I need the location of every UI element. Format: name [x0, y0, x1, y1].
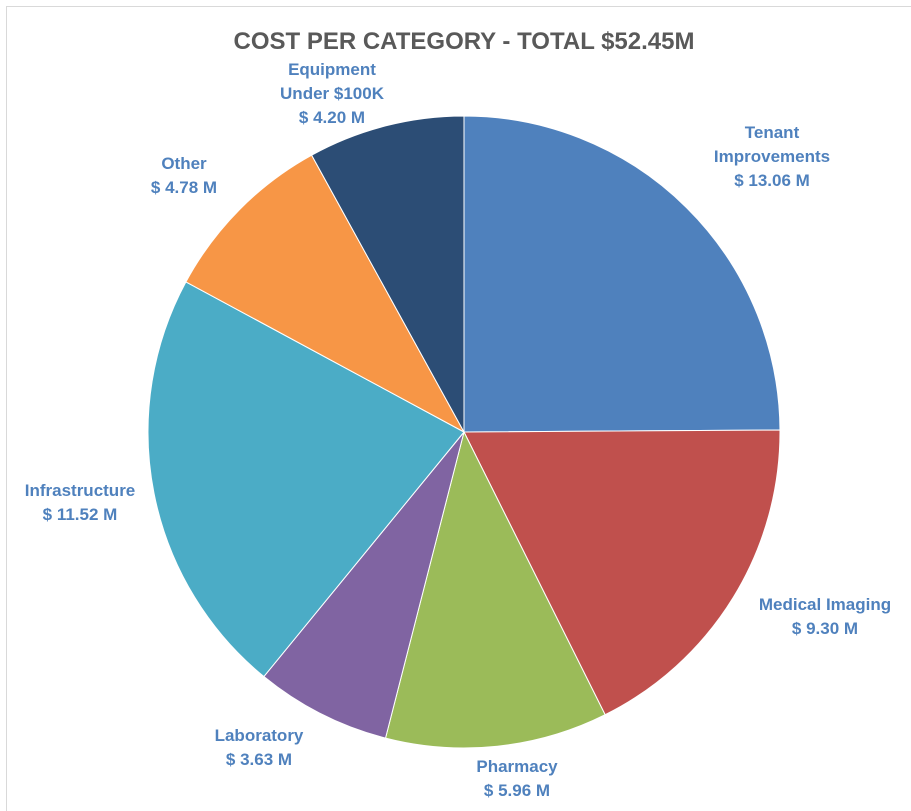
pie-slice-other: [185, 154, 466, 434]
pie-chart: COST PER CATEGORY - TOTAL $52.45M Tenant…: [25, 28, 891, 800]
data-label-category: Pharmacy: [476, 757, 558, 776]
data-label-category: Laboratory: [215, 726, 304, 745]
data-label-value: $ 5.96 M: [484, 781, 550, 800]
data-label: Other $ 4.78 M: [151, 154, 217, 197]
pie-slice-infrastructure: [147, 281, 465, 678]
data-label-value: $ 11.52 M: [43, 505, 118, 524]
pie-slice-medical-imaging: [463, 429, 781, 716]
data-label-category: Tenant: [745, 123, 800, 142]
data-label: Laboratory $ 3.63 M: [215, 726, 304, 769]
data-label-value: $ 4.20 M: [299, 108, 365, 127]
data-label-category: Improvements: [714, 147, 830, 166]
data-label-value: $ 9.30 M: [792, 619, 858, 638]
data-label-category: Equipment: [288, 60, 376, 79]
data-label: Medical Imaging $ 9.30 M: [759, 595, 891, 638]
chart-container: COST PER CATEGORY - TOTAL $52.45M Tenant…: [6, 6, 911, 811]
data-label-category: Medical Imaging: [759, 595, 891, 614]
data-label-category: Infrastructure: [25, 481, 136, 500]
pie-labels: Tenant Improvements $ 13.06 M Medical Imagi…: [25, 60, 891, 800]
data-label-value: $ 4.78 M: [151, 178, 217, 197]
data-label: Infrastructure $ 11.52 M: [25, 481, 136, 524]
data-label: Pharmacy $ 5.96 M: [476, 757, 558, 800]
data-label-value: $ 3.63 M: [226, 750, 292, 769]
data-label: Equipment Under $100K $ 4.20 M: [280, 60, 385, 127]
data-label-category: Other: [161, 154, 207, 173]
pie-slice-pharmacy: [384, 430, 606, 749]
pie-slice-laboratory: [263, 431, 465, 739]
pie-slice-equipment-under-100k: [310, 115, 465, 433]
pie-slices: [147, 115, 781, 749]
chart-title: COST PER CATEGORY - TOTAL $52.45M: [234, 28, 695, 55]
data-label-value: $ 13.06 M: [734, 171, 810, 190]
data-label-category: Under $100K: [280, 84, 385, 103]
pie-slice-tenant-improvements: [463, 115, 781, 433]
data-label: Tenant Improvements $ 13.06 M: [714, 123, 830, 190]
